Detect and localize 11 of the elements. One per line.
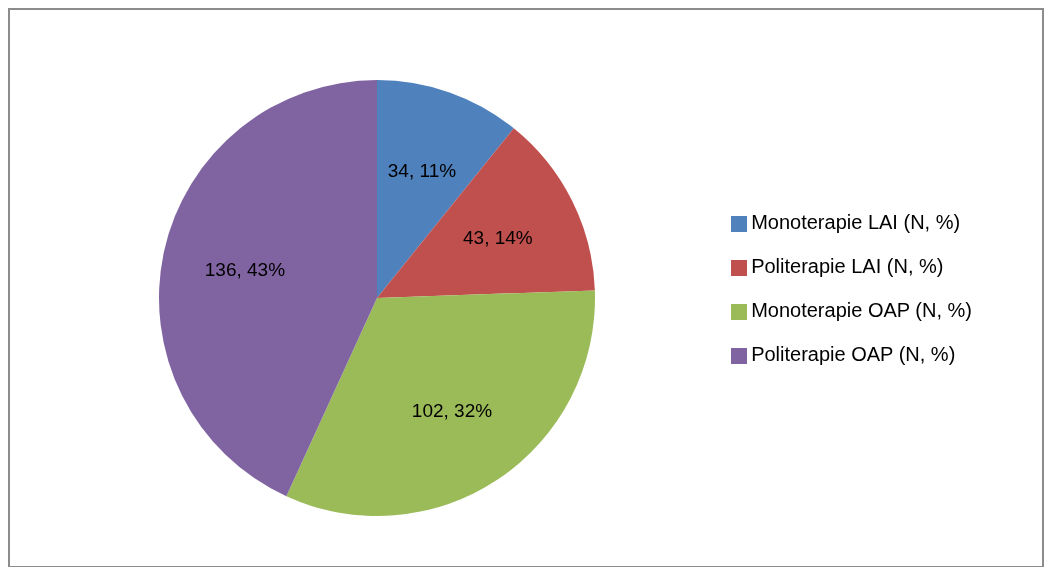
legend-label: Politerapie LAI (N, %)	[751, 255, 944, 277]
legend-label: Monoterapie LAI (N, %)	[751, 211, 961, 233]
pie-slice	[286, 290, 595, 516]
data-label: 34, 11%	[387, 160, 457, 182]
legend-label: Monoterapie OAP (N, %)	[751, 299, 972, 321]
data-label: 136, 43%	[204, 258, 286, 280]
pie-slice	[377, 128, 595, 298]
pie-slice	[159, 80, 377, 497]
data-label: 102, 32%	[411, 399, 493, 421]
data-label: 43, 14%	[463, 227, 533, 249]
legend-label: Politerapie OAP (N, %)	[751, 343, 956, 365]
